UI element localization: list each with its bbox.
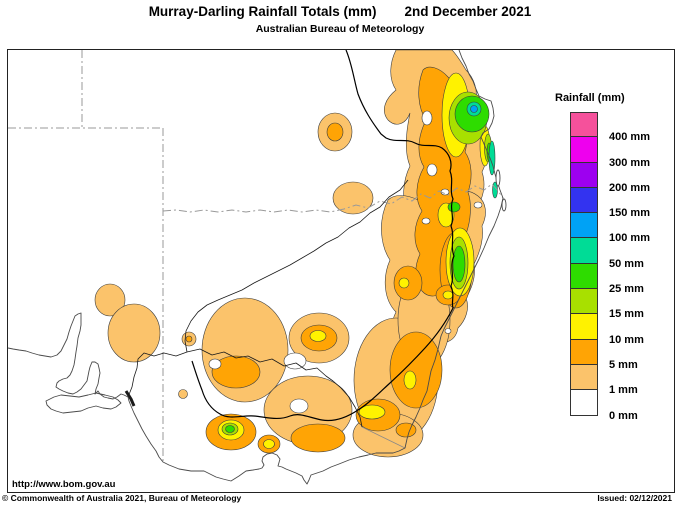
legend-label: 100 mm bbox=[609, 232, 650, 245]
rainfall-legend: Rainfall (mm) 400 mm 300 mm 200 mm 150 m… bbox=[548, 92, 674, 422]
basin-boundary bbox=[191, 50, 455, 422]
legend-swatch-300mm bbox=[570, 137, 598, 163]
legend-row: 100 mm bbox=[570, 213, 666, 244]
legend-swatch-100mm bbox=[570, 213, 598, 239]
legend-swatch-10mm bbox=[570, 314, 598, 340]
kangaroo-island bbox=[45, 392, 122, 414]
fraser-island bbox=[495, 169, 501, 187]
state-borders bbox=[8, 50, 504, 462]
legend-label: 150 mm bbox=[609, 207, 650, 220]
legend-row: 15 mm bbox=[570, 289, 666, 320]
legend-swatch-25mm bbox=[570, 263, 598, 290]
legend-row: 200 mm bbox=[570, 162, 666, 194]
map-frame: http://www.bom.gov.au bbox=[7, 49, 675, 493]
legend-swatch-150mm bbox=[570, 187, 598, 214]
title-subtitle: Australian Bureau of Meteorology bbox=[255, 23, 425, 35]
border-nsw-vic-straight bbox=[361, 426, 406, 449]
contour-band-100mm bbox=[470, 105, 478, 113]
bom-url-label: http://www.bom.gov.au bbox=[12, 479, 116, 490]
legend-label: 200 mm bbox=[609, 181, 650, 194]
rainfall-map bbox=[8, 50, 507, 485]
title-date: 2nd December 2021 bbox=[404, 4, 532, 19]
legend-label: 25 mm bbox=[609, 283, 644, 296]
rainfall-contours bbox=[94, 50, 498, 458]
mainland-coast bbox=[8, 50, 504, 485]
legend-row: 25 mm bbox=[570, 263, 666, 295]
legend-label: 5 mm bbox=[609, 358, 638, 371]
legend-row: 5 mm bbox=[570, 339, 666, 371]
contour-band-50mm bbox=[466, 101, 498, 199]
legend-row: 400 mm bbox=[570, 112, 666, 143]
legend-label: 400 mm bbox=[609, 131, 650, 144]
legend-label: 1 mm bbox=[609, 384, 638, 397]
legend-scale: 400 mm 300 mm 200 mm 150 mm 100 mm 50 mm bbox=[570, 112, 666, 422]
title-main: Murray-Darling Rainfall Totals (mm) bbox=[148, 4, 377, 19]
legend-row: 300 mm bbox=[570, 137, 666, 169]
legend-label: 0 mm bbox=[609, 409, 638, 422]
coastline bbox=[8, 50, 507, 485]
legend-swatch-15mm bbox=[570, 289, 598, 315]
legend-swatch-5mm bbox=[570, 339, 598, 365]
issued-date: Issued: 02/12/2021 bbox=[597, 493, 672, 503]
legend-swatch-1mm bbox=[570, 364, 598, 391]
lower-lakes bbox=[124, 390, 136, 407]
legend-swatch-0mm bbox=[570, 390, 598, 416]
legend-label: 10 mm bbox=[609, 333, 644, 346]
legend-label: 50 mm bbox=[609, 257, 644, 270]
legend-swatch-400mm bbox=[570, 112, 598, 138]
legend-label: 300 mm bbox=[609, 156, 650, 169]
legend-label: 15 mm bbox=[609, 308, 644, 321]
murray-river-sa bbox=[127, 351, 188, 398]
page-title: Murray-Darling Rainfall Totals (mm) 2nd … bbox=[0, 4, 680, 19]
murray-river-border bbox=[186, 348, 363, 428]
legend-swatch-50mm bbox=[570, 238, 598, 264]
legend-row: 50 mm bbox=[570, 238, 666, 270]
rivers bbox=[124, 179, 409, 428]
stradbroke-island bbox=[501, 198, 507, 212]
border-qld-nsw-29s bbox=[162, 183, 504, 213]
legend-title: Rainfall (mm) bbox=[555, 92, 625, 104]
legend-row: 10 mm bbox=[570, 314, 666, 346]
copyright-text: © Commonwealth of Australia 2021, Bureau… bbox=[2, 493, 242, 503]
legend-row: 150 mm bbox=[570, 187, 666, 219]
legend-row: 1 mm bbox=[570, 364, 666, 396]
legend-swatch-200mm bbox=[570, 162, 598, 188]
legend-row: 0 mm bbox=[570, 390, 666, 422]
darling-river bbox=[184, 179, 409, 353]
